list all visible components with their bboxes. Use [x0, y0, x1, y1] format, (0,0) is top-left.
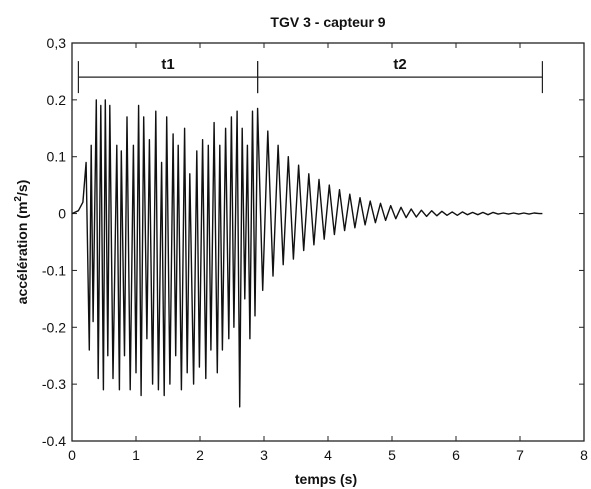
annotation-layer: t1 t2: [77, 56, 544, 94]
y-tick-label: -0.3: [42, 376, 66, 392]
y-axis: 0,3 0.2 0.1 0 -0.1 -0.2 -0.3 -0.4: [42, 35, 584, 449]
series-line: [71, 99, 543, 408]
y-tick-label: -0.2: [42, 319, 66, 335]
x-axis-title: temps (s): [295, 471, 357, 487]
y-axis-title-main: accélération (m: [14, 202, 30, 305]
y-axis-title-tail: /s): [14, 180, 30, 196]
y-axis-title: accélération (m2/s): [13, 180, 30, 305]
y-tick-label: -0.1: [42, 262, 66, 278]
y-tick-label: 0,3: [47, 35, 67, 51]
y-tick-label: 0.1: [47, 149, 67, 165]
x-tick-label: 8: [580, 447, 588, 463]
annotation-label: t2: [393, 56, 406, 73]
y-tick-label: 0: [58, 206, 66, 222]
x-axis: 0 1 2 3 4 5 6 7 8: [68, 43, 588, 463]
x-tick-label: 6: [452, 447, 460, 463]
x-tick-label: 3: [260, 447, 268, 463]
chart-title: TGV 3 - capteur 9: [270, 14, 385, 30]
x-tick-label: 1: [132, 447, 140, 463]
x-tick-label: 0: [68, 447, 76, 463]
y-tick-label: 0.2: [47, 92, 67, 108]
x-tick-label: 7: [516, 447, 524, 463]
y-axis-title-superscript: 2: [13, 196, 24, 202]
x-tick-label: 4: [324, 447, 332, 463]
x-tick-label: 5: [388, 447, 396, 463]
y-tick-label: -0.4: [42, 433, 66, 449]
x-tick-label: 2: [196, 447, 204, 463]
annotation-label: t1: [161, 56, 174, 73]
